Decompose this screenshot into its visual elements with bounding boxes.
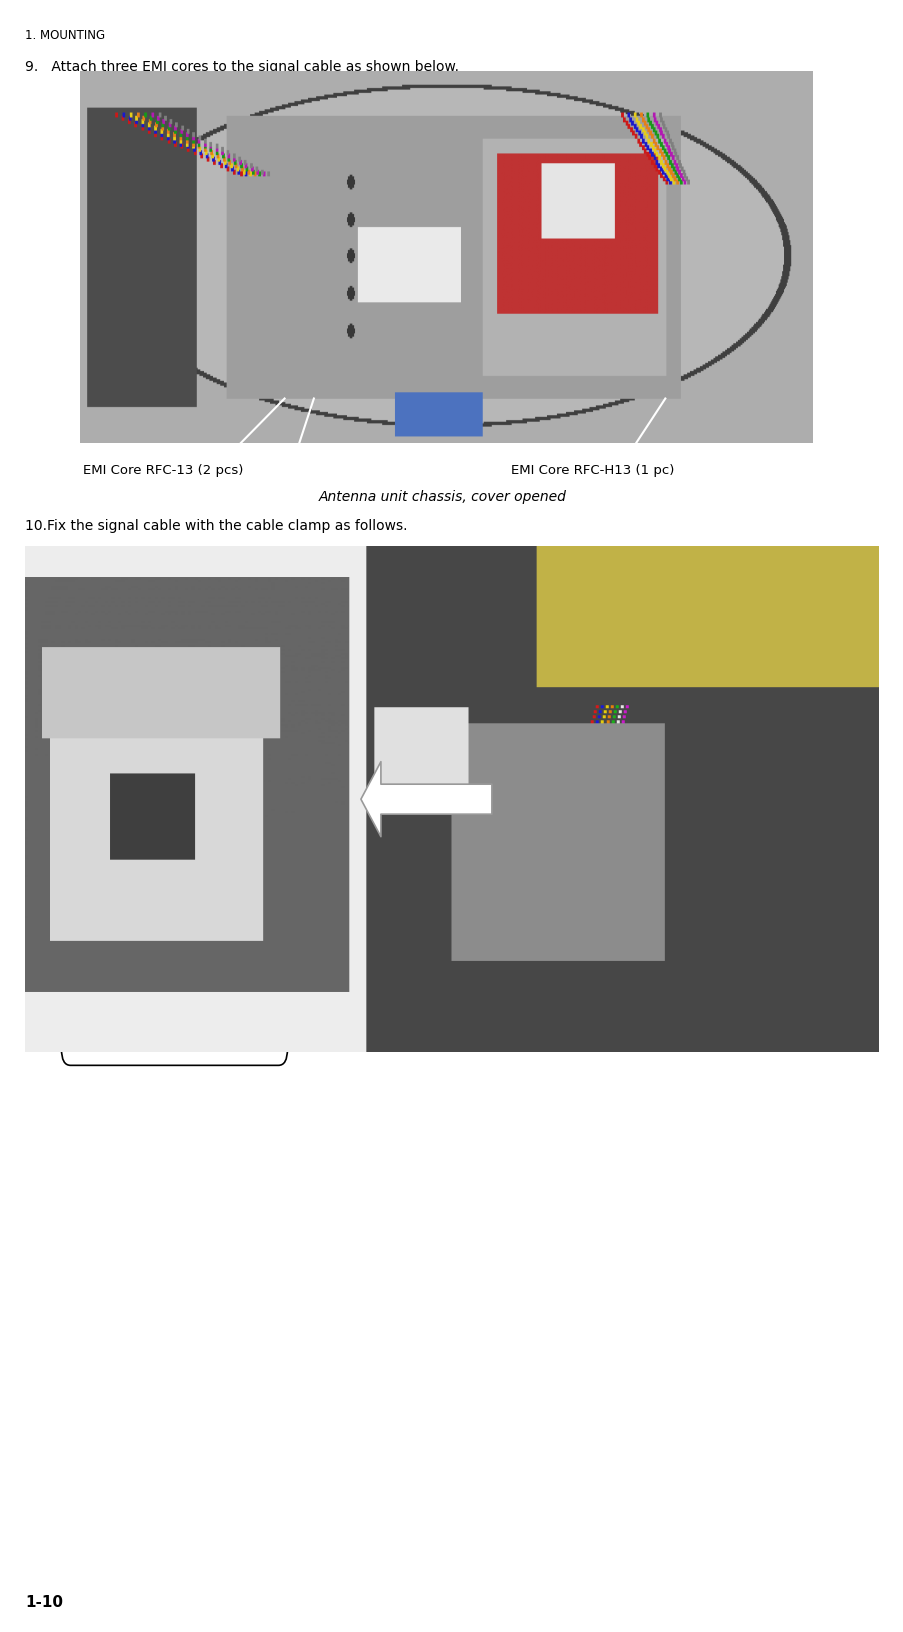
Text: Remove gasket.: Remove gasket.	[121, 610, 228, 623]
Text: 1. MOUNTING: 1. MOUNTING	[25, 29, 106, 42]
Text: EMI Core RFC-H13 (1 pc): EMI Core RFC-H13 (1 pc)	[510, 463, 674, 477]
Text: Antenna unit chassis, cover opened: Antenna unit chassis, cover opened	[319, 490, 566, 504]
FancyBboxPatch shape	[61, 573, 287, 661]
Text: EMI Core RFC-13 (2 pcs): EMI Core RFC-13 (2 pcs)	[83, 463, 243, 477]
FancyBboxPatch shape	[472, 849, 698, 937]
Text: Remove clamp.: Remove clamp.	[123, 1015, 226, 1028]
Text: 9.   Attach three EMI cores to the signal cable as shown below.: 9. Attach three EMI cores to the signal …	[25, 60, 459, 75]
Text: 10.Fix the signal cable with the cable clamp as follows.: 10.Fix the signal cable with the cable c…	[25, 519, 407, 534]
FancyBboxPatch shape	[61, 978, 287, 1066]
Text: Cable clamp plate: Cable clamp plate	[525, 886, 646, 899]
Text: 1-10: 1-10	[25, 1594, 63, 1609]
FancyArrowPatch shape	[360, 762, 491, 837]
Text: a) Dismount the cable clamp plate and remove clamp and gasket.: a) Dismount the cable clamp plate and re…	[25, 545, 498, 560]
